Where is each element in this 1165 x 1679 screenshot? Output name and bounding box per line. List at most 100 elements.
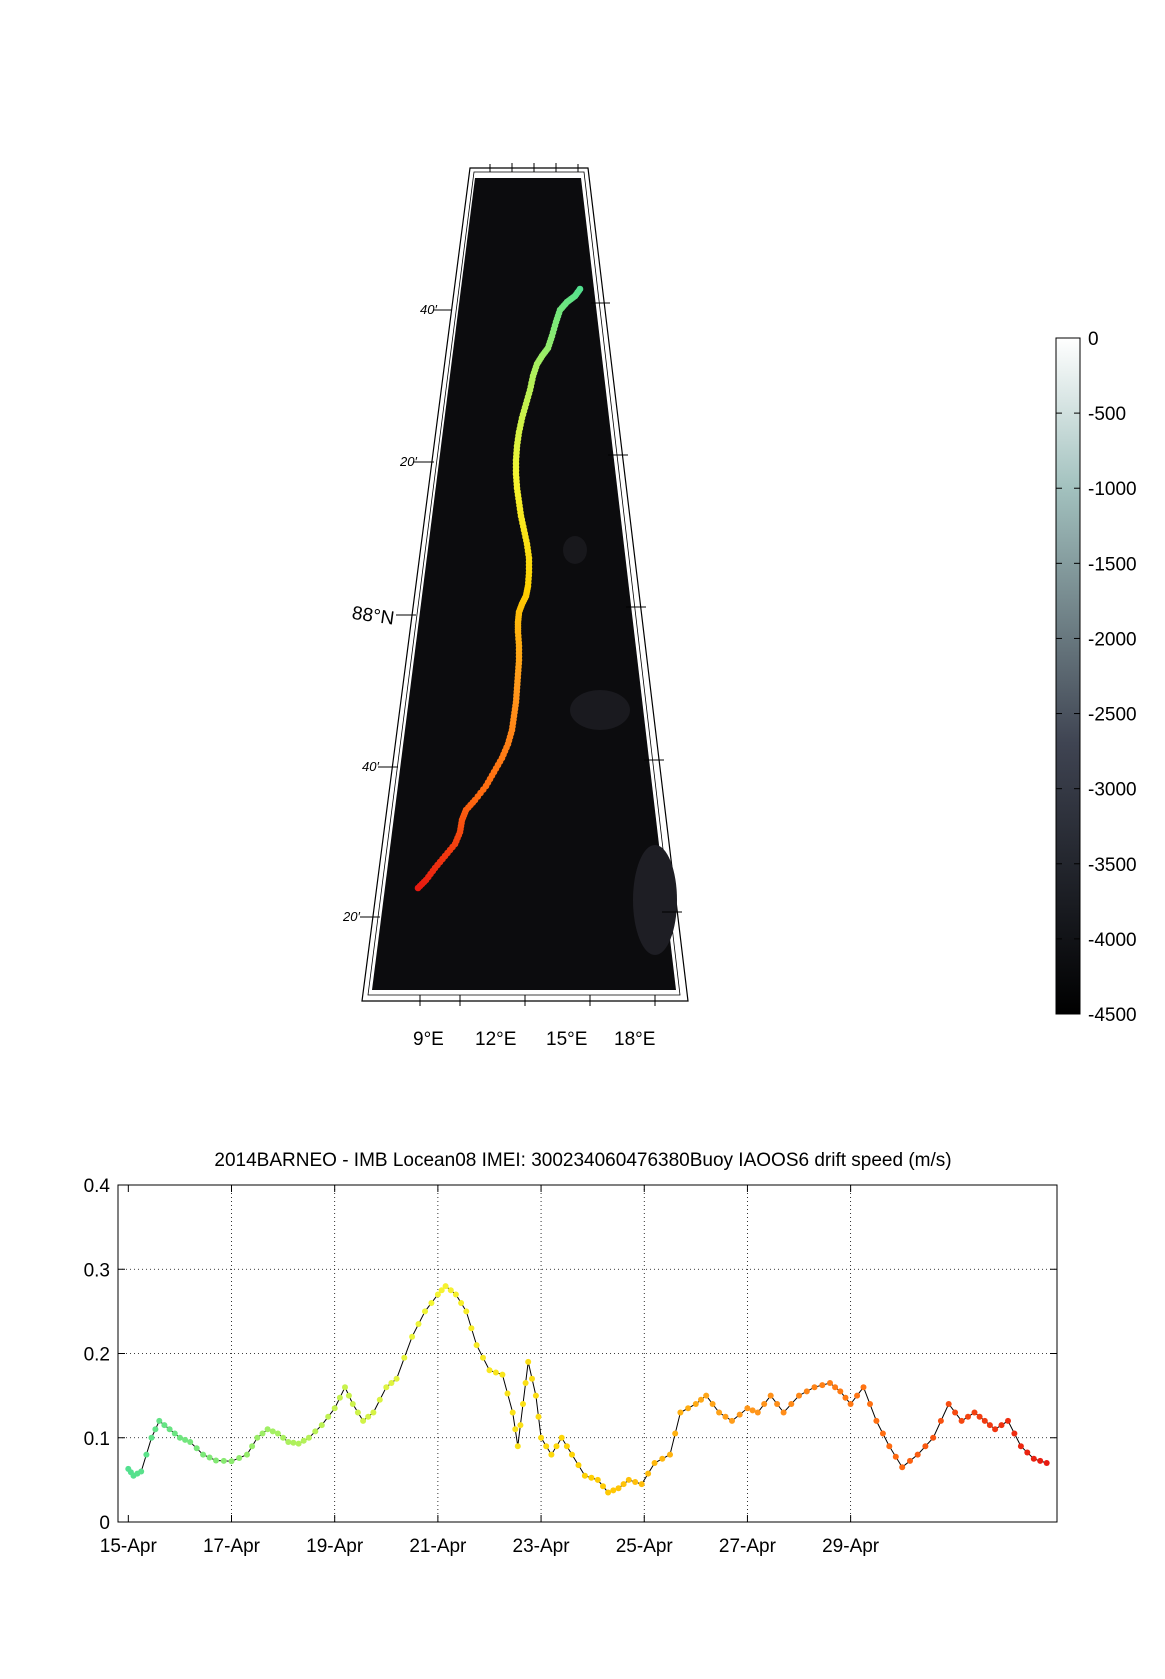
data-point (744, 1405, 751, 1412)
x-tick-label: 19-Apr (306, 1536, 364, 1557)
data-point (452, 1291, 459, 1298)
data-point (538, 1434, 545, 1441)
colorbar-tick-label: -4000 (1088, 930, 1137, 951)
x-tick-label: 17-Apr (203, 1536, 261, 1557)
data-point (832, 1384, 839, 1391)
data-point (543, 1443, 550, 1450)
x-tick-label: 15-Apr (100, 1536, 158, 1557)
lat-label-20-bottom: 20′ (342, 909, 360, 924)
y-tick-label: 0.1 (84, 1429, 110, 1450)
data-point (952, 1409, 959, 1416)
y-tick-label: 0.3 (84, 1260, 110, 1281)
data-point (692, 1401, 699, 1407)
data-point (594, 1476, 601, 1483)
data-point (558, 1434, 565, 1441)
data-point (254, 1434, 261, 1441)
data-point (532, 1392, 539, 1399)
lon-label-9E: 9°E (413, 1029, 444, 1050)
data-point (512, 1426, 519, 1433)
data-point (438, 1287, 445, 1294)
data-point (971, 1409, 978, 1416)
data-point (354, 1409, 361, 1416)
data-point (827, 1380, 833, 1386)
data-point (659, 1455, 666, 1462)
data-point (677, 1409, 684, 1416)
lon-label-15E: 15°E (546, 1029, 587, 1050)
chart-title: 2014BARNEO - IMB Locean08 IMEI: 30023406… (214, 1150, 951, 1171)
data-point (803, 1388, 810, 1395)
data-point (651, 1460, 658, 1466)
data-point (667, 1451, 673, 1458)
data-point (365, 1413, 372, 1420)
data-point (722, 1413, 729, 1420)
data-point (171, 1430, 178, 1437)
colorbar-tick-label: 0 (1088, 329, 1099, 350)
data-point (342, 1384, 348, 1391)
data-point (249, 1443, 256, 1450)
data-point (703, 1392, 710, 1399)
track-point (414, 884, 422, 892)
colorbar-bar (1055, 337, 1081, 1015)
data-point (228, 1458, 235, 1465)
x-tick-label: 29-Apr (822, 1536, 880, 1557)
data-point (434, 1291, 441, 1298)
data-point (1030, 1455, 1037, 1462)
data-point (525, 1358, 532, 1365)
colorbar-tick-label: -3500 (1088, 855, 1137, 876)
data-point (522, 1380, 529, 1386)
data-point (280, 1434, 287, 1441)
data-point (581, 1472, 588, 1479)
data-point (318, 1422, 325, 1429)
data-point (428, 1300, 435, 1306)
data-point (774, 1401, 781, 1407)
data-point (325, 1413, 332, 1420)
data-point (535, 1413, 542, 1420)
lon-label-18E: 18°E (614, 1029, 655, 1050)
data-point (213, 1457, 219, 1464)
data-point (620, 1481, 627, 1488)
colorbar-tick-label: -4500 (1088, 1005, 1137, 1026)
data-point (473, 1342, 480, 1349)
data-point (504, 1390, 511, 1397)
data-point (907, 1457, 913, 1464)
data-point (138, 1468, 145, 1475)
data-point (269, 1428, 276, 1435)
data-point (166, 1426, 173, 1433)
data-point (873, 1417, 880, 1424)
data-point (1024, 1449, 1031, 1456)
colorbar-tick-label: -2500 (1088, 705, 1137, 726)
data-point (922, 1443, 929, 1450)
data-point (998, 1422, 1005, 1429)
data-point (290, 1439, 297, 1446)
data-point (780, 1409, 787, 1416)
data-point (529, 1375, 535, 1382)
data-point (499, 1371, 506, 1378)
data-point (300, 1437, 307, 1444)
colorbar-tick-label: -2000 (1088, 629, 1137, 650)
data-point (879, 1430, 886, 1437)
data-point (468, 1325, 475, 1332)
data-point (867, 1401, 873, 1407)
data-point (388, 1380, 395, 1386)
y-tick-label: 0.2 (84, 1345, 110, 1366)
data-point (860, 1384, 867, 1391)
data-point (1037, 1457, 1044, 1464)
data-point (520, 1401, 526, 1407)
data-point (811, 1384, 818, 1391)
data-point (615, 1485, 622, 1492)
data-point (854, 1392, 861, 1399)
map-frame-inner (367, 171, 681, 996)
data-point (143, 1451, 150, 1458)
data-point (148, 1434, 155, 1441)
data-point (193, 1445, 200, 1452)
data-point (345, 1392, 352, 1399)
data-point (486, 1367, 493, 1374)
data-point (458, 1300, 465, 1306)
data-point (1043, 1460, 1050, 1466)
data-point (187, 1439, 194, 1445)
data-point (767, 1392, 774, 1399)
data-point (517, 1422, 524, 1429)
data-point (610, 1487, 617, 1494)
depth-colorbar: 0 -500 -1000 -1500 -2000 -2500 -3000 -3500 -4000… (1055, 329, 1137, 1026)
data-point (376, 1396, 383, 1403)
